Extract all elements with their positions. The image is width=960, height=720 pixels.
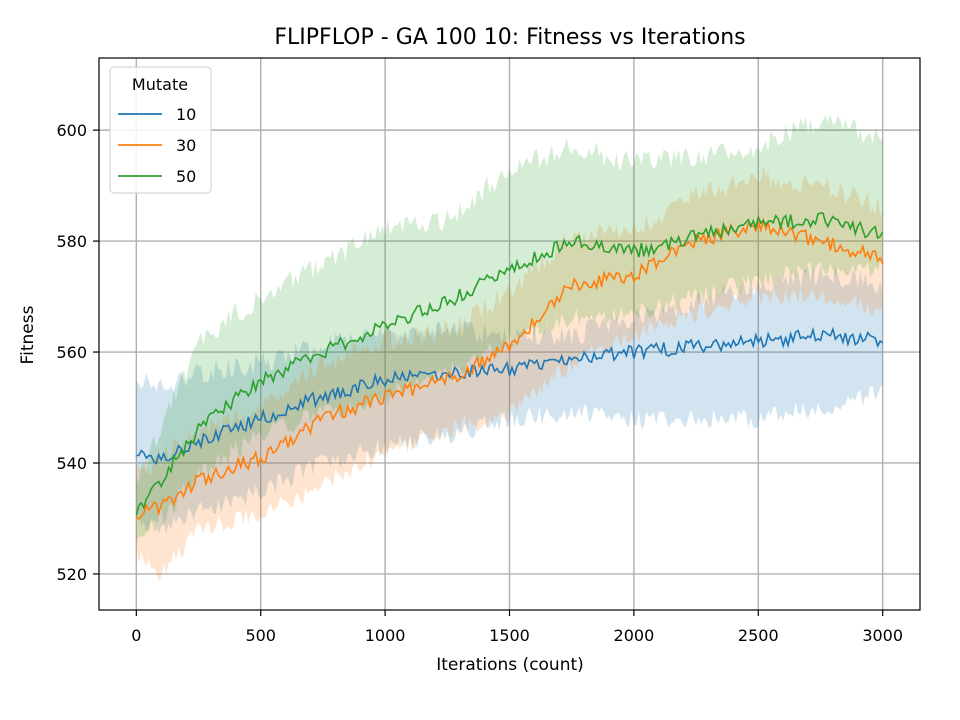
x-axis-ticks: 0 500 1000 1500 2000 2500 3000 xyxy=(131,610,903,645)
y-tick-label-2: 560 xyxy=(56,343,87,362)
band-series-10 xyxy=(136,264,883,535)
band-series-50 xyxy=(136,113,883,543)
legend-label-50: 50 xyxy=(176,167,196,186)
legend-label-30: 30 xyxy=(176,136,196,155)
y-axis-ticks: 520 540 560 580 600 xyxy=(56,121,99,584)
line-series-50 xyxy=(135,212,884,516)
y-tick-label-0: 520 xyxy=(56,565,87,584)
line-series-10 xyxy=(136,326,884,465)
grid-layer xyxy=(99,58,920,610)
legend-title: Mutate xyxy=(132,75,188,94)
x-tick-label-2: 1000 xyxy=(365,626,406,645)
legend: Mutate 10 30 50 xyxy=(109,66,212,194)
x-tick-label-0: 0 xyxy=(131,626,141,645)
y-axis-label: Fitness xyxy=(18,305,38,364)
x-tick-label-6: 3000 xyxy=(862,626,903,645)
x-tick-label-4: 2000 xyxy=(614,626,655,645)
y-tick-label-3: 580 xyxy=(56,232,87,251)
legend-box xyxy=(109,66,212,194)
y-tick-label-1: 540 xyxy=(56,454,87,473)
x-tick-label-1: 500 xyxy=(245,626,276,645)
x-tick-label-5: 2500 xyxy=(738,626,779,645)
x-tick-label-3: 1500 xyxy=(489,626,530,645)
x-axis-label: Iterations (count) xyxy=(436,655,584,675)
y-tick-label-4: 600 xyxy=(56,121,87,140)
series-lines xyxy=(135,212,884,521)
chart-title: FLIPFLOP - GA 100 10: Fitness vs Iterati… xyxy=(274,25,745,50)
line-series-30 xyxy=(135,216,884,521)
legend-label-10: 10 xyxy=(176,105,196,124)
